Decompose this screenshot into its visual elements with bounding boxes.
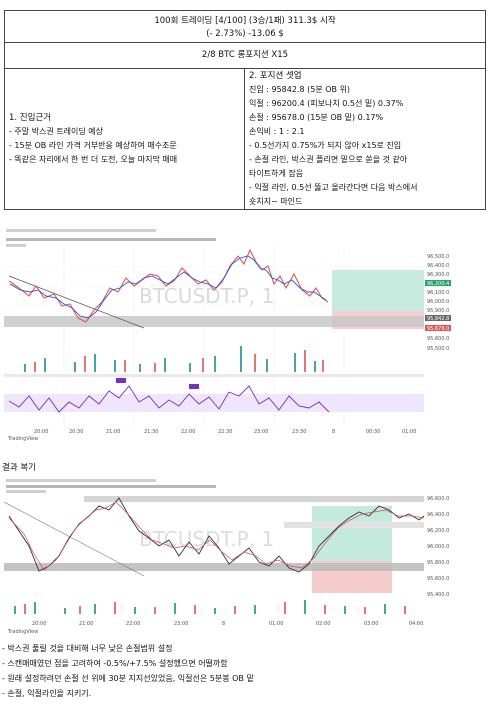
result-chart-screenshot: BTCUSDT.P, 1 96,600.0 96,400.0 96,200.0 … (4, 476, 452, 636)
time-label: 21:00 (106, 429, 120, 435)
volume-bars (24, 346, 316, 372)
trade-journal-table: 100회 트레이딩 [4/100] (3승/1패) 311.3$ 시작 (- 2… (4, 10, 486, 210)
price-label: 96,000.0 (427, 544, 449, 550)
time-label: 04:00 (409, 621, 423, 627)
position-line: - 익절 라인, 0.5선 뚫고 올라간다면 다음 박스에서 (249, 183, 418, 192)
entry-basis-cell: 1. 진입근거 - 주말 박스권 트레이딩 예상 - 15분 OB 라인 가격 … (4, 68, 245, 210)
price-label: 96,000.0 (427, 299, 449, 305)
tradingview-logo: TradingView (7, 436, 38, 442)
time-label: 02:00 (316, 621, 330, 627)
position-line: 손익비 : 1 : 2.1 (249, 127, 305, 136)
time-label: 22:00 (126, 621, 140, 627)
price-axis: 96,500.0 96,400.0 96,300.0 96,200.4 96,1… (424, 246, 452, 426)
position-line: - 0.5선가지 0.75%가 되지 않아 x15로 진입 (249, 141, 402, 150)
price-label: 95,400.0 (427, 592, 449, 598)
price-label: 96,100.0 (427, 290, 449, 296)
position-setup-cell: 2. 포지션 셋업 진입 : 95842.8 (5분 OB 위) 익절 : 96… (244, 68, 486, 210)
price-axis: 96,600.0 96,400.0 96,200.0 96,000.0 95,8… (424, 494, 452, 614)
time-label: 23:00 (174, 621, 188, 627)
chart-watermark: BTCUSDT.P, 1 (139, 527, 274, 551)
position-line: 손절 : 95678.0 (15분 OB 밑) 0.17% (249, 113, 384, 122)
time-label: 21:30 (144, 429, 158, 435)
tradingview-logo: TradingView (7, 629, 38, 635)
order-block-band (4, 563, 424, 571)
entry-label: 95,842.8 (427, 316, 449, 322)
review-note: - 박스권 풀릴 것을 대비해 너무 낮은 손절범위 설정 (2, 644, 173, 653)
take-profit-zone (332, 270, 432, 311)
time-label: 20:00 (34, 429, 48, 435)
entry-basis-heading: 1. 진입근거 (9, 113, 52, 123)
price-label: 96,600.0 (427, 496, 449, 502)
time-label: 20:00 (32, 621, 46, 627)
position-line: 타이트하게 잡음 (249, 169, 304, 178)
stop-loss-label: 95,678.0 (427, 326, 449, 332)
entry-chart-screenshot: BTCUSDT.P, 1 96,500.0 96,400.0 96,300.0 … (4, 226, 452, 444)
position-line: 진입 : 95842.8 (5분 OB 위) (249, 85, 351, 94)
time-label: 8 (332, 429, 335, 435)
time-label: 01:00 (269, 621, 283, 627)
time-label: 03:00 (364, 621, 378, 627)
entry-basis-item: - 15분 OB 라인 가격 거부반응 예상하여 매수조문 (9, 141, 177, 150)
time-axis: 20:00 20:30 21:00 21:30 22:00 22:30 23:0… (34, 429, 416, 435)
time-label: 22:00 (181, 429, 195, 435)
position-line: - 손절 라인, 박스권 플리면 밑으로 쏟을 것 같아 (249, 155, 408, 164)
time-label: 01:00 (402, 429, 416, 435)
time-label: 00:30 (366, 429, 380, 435)
entry-basis-item: - 주말 박스권 트레이딩 예상 (9, 127, 104, 136)
price-label: 95,600.0 (427, 576, 449, 582)
time-label: 23:00 (254, 429, 268, 435)
journal-title-cell: 100회 트레이딩 [4/100] (3승/1패) 311.3$ 시작 (- 2… (4, 10, 486, 43)
price-label: 96,200.0 (427, 528, 449, 534)
time-label: 23:30 (292, 429, 306, 435)
entry-basis-item: - 똑같은 자리에서 한 번 더 도전, 오늘 마지막 매매 (9, 155, 178, 164)
position-line: 익절 : 96200.4 (피보나치 0.5선 밑) 0.37% (249, 99, 404, 108)
review-note: - 손절, 익절라인을 지키기. (2, 689, 92, 698)
time-axis: 20:00 21:00 22:00 23:00 8 01:00 02:00 03… (32, 621, 423, 627)
trade-line: 2/8 BTC 롱포지션 X15 (4, 42, 486, 69)
take-profit-label: 96,200.4 (427, 281, 449, 287)
take-profit-zone (312, 506, 392, 561)
result-review-title: 결과 복기 (2, 463, 36, 473)
time-label: 21:00 (79, 621, 93, 627)
time-label: 8 (222, 621, 225, 627)
time-label: 22:30 (218, 429, 232, 435)
entry-chart-svg: BTCUSDT.P, 1 96,500.0 96,400.0 96,300.0 … (4, 226, 452, 444)
review-note: - 스캔매매였던 점을 고려하여 -0.5%/+7.5% 설정했으면 어떨까함 (2, 659, 228, 668)
price-label: 96,400.0 (427, 263, 449, 269)
chart-watermark: BTCUSDT.P, 1 (139, 284, 274, 308)
price-label: 96,400.0 (427, 512, 449, 518)
price-label: 96,300.0 (427, 272, 449, 278)
review-note: - 원래 설정하려던 손절 선 위에 30분 지지선있었음, 익절선은 5분봉 … (2, 674, 254, 683)
price-label: 95,500.0 (427, 346, 449, 352)
review-notes: - 박스권 풀릴 것을 대비해 너무 낮은 손절범위 설정 - 스캔매매였던 점… (2, 641, 254, 701)
rsi-line (8, 385, 330, 413)
price-label: 95,900.0 (427, 308, 449, 314)
journal-title: 100회 트레이딩 [4/100] (3승/1패) 311.3$ 시작 (154, 16, 336, 26)
time-label: 20:30 (69, 429, 83, 435)
result-chart-svg: BTCUSDT.P, 1 96,600.0 96,400.0 96,200.0 … (4, 476, 452, 636)
volume-bars (14, 600, 386, 614)
position-line: 숏치지~ 마인드 (249, 197, 303, 206)
price-label: 96,500.0 (427, 254, 449, 260)
position-heading: 2. 포지션 셋업 (249, 71, 302, 81)
price-label: 95,600.0 (427, 336, 449, 342)
price-label: 95,800.0 (427, 560, 449, 566)
journal-pnl: (- 2.73%) -13.06 $ (206, 29, 284, 39)
order-block-band (4, 316, 424, 327)
